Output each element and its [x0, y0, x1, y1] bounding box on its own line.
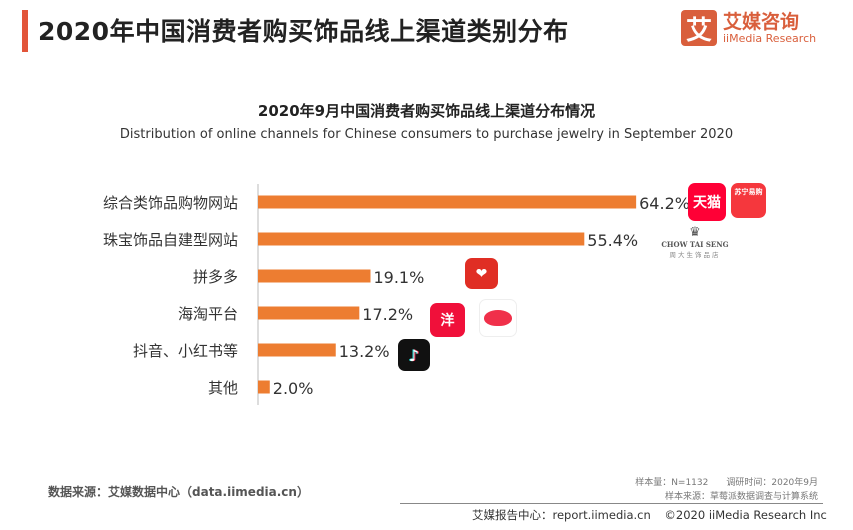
- yangmatou-icon: 洋: [430, 303, 465, 337]
- logo-cn: 艾媒咨询: [723, 10, 800, 33]
- value-label: 17.2%: [362, 305, 413, 324]
- category-label: 综合类饰品购物网站: [103, 194, 238, 212]
- bar: [258, 232, 585, 246]
- data-source: 数据来源：艾媒数据中心（data.iimedia.cn）: [48, 485, 309, 499]
- chow-tai-seng-logo: ♛ CHOW TAI SENG 周大生饰品店: [661, 225, 729, 260]
- bar: [258, 306, 360, 320]
- kaola-icon: [479, 299, 517, 337]
- logo-en: iiMedia Research: [723, 31, 817, 45]
- category-label: 珠宝饰品自建型网站: [103, 231, 238, 249]
- title-accent-bar: [22, 10, 28, 52]
- bar: [258, 380, 270, 394]
- footer-divider: [400, 503, 823, 504]
- value-label: 13.2%: [339, 342, 390, 361]
- value-label: 2.0%: [273, 379, 314, 398]
- value-label: 64.2%: [639, 194, 690, 213]
- footer-bottom: 艾媒报告中心：report.iimedia.cn ©2020 iiMedia R…: [472, 507, 827, 523]
- sample-info: 样本量：N=1132 调研时间：2020年9月: [635, 478, 818, 488]
- iimedia-logo: 艾 艾媒咨询 iiMedia Research: [681, 10, 816, 46]
- value-label: 55.4%: [587, 231, 638, 250]
- douyin-icon: ♪: [398, 339, 430, 371]
- chart-subtitle: Distribution of online channels for Chin…: [119, 127, 734, 142]
- value-label: 19.1%: [373, 268, 424, 287]
- suning-icon: 苏宁易购: [731, 183, 766, 218]
- tmall-icon: 天猫: [688, 183, 726, 221]
- chart-title: 2020年9月中国消费者购买饰品线上渠道分布情况: [257, 102, 596, 120]
- category-label: 其他: [208, 379, 238, 397]
- logo-mark: 艾: [681, 10, 717, 46]
- category-label: 抖音、小红书等: [133, 342, 238, 360]
- sample-source: 样本来源：草莓派数据调查与计算系统: [664, 492, 818, 502]
- pinduoduo-icon: ❤: [465, 258, 498, 289]
- crown-icon: ♛: [689, 225, 701, 240]
- category-label: 拼多多: [193, 268, 238, 286]
- copyright: ©2020 iiMedia Research Inc: [664, 508, 827, 522]
- bar: [258, 195, 637, 209]
- bar: [258, 343, 336, 357]
- category-label: 海淘平台: [178, 305, 238, 323]
- page-title: 2020年中国消费者购买饰品线上渠道类别分布: [38, 17, 569, 46]
- bar: [258, 269, 371, 283]
- report-center: 艾媒报告中心：report.iimedia.cn: [472, 508, 651, 522]
